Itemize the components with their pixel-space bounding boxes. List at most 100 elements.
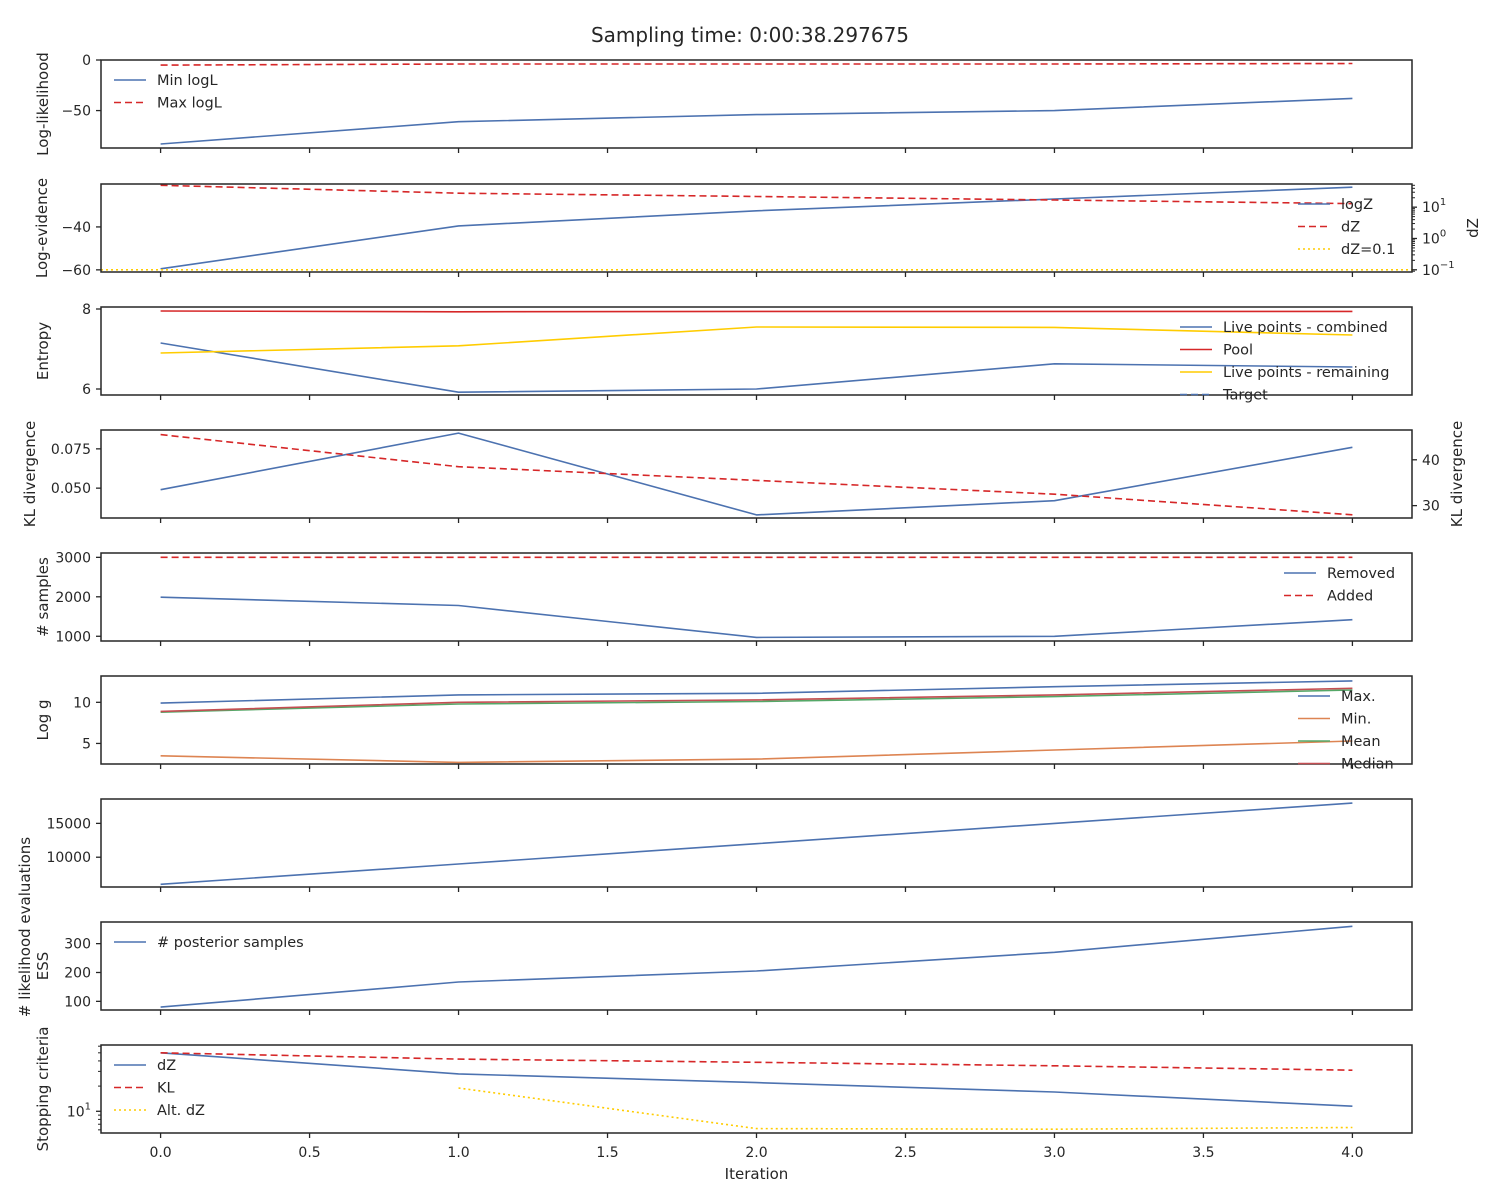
- y-tick-label: −50: [61, 104, 91, 120]
- panel-1: 0 −50 Log-likelihood Min logL Max logL: [34, 52, 1413, 156]
- series-group: [101, 184, 1412, 271]
- legend-label: Live points - remaining: [1223, 365, 1389, 381]
- y-axis-label: ESS: [34, 952, 52, 981]
- series-line-dz: [160, 184, 1353, 205]
- panel-8: 300 200 100 ESS # posterior samples: [34, 921, 1413, 1015]
- y-axis-label: Log-evidence: [33, 178, 51, 278]
- panel-frame: [100, 798, 1413, 888]
- legend: Min logL Max logL: [114, 73, 222, 112]
- series-group: [160, 925, 1353, 1008]
- x-tick-label: 1.0: [447, 1145, 469, 1161]
- series-line-dz: [160, 1052, 1353, 1107]
- legend-label: Min logL: [157, 73, 218, 89]
- series-line-mean: [160, 689, 1353, 713]
- y2-tick-label: 40: [1422, 453, 1440, 469]
- series-line-live-points-combined: [160, 342, 1353, 394]
- series-group: [160, 62, 1353, 145]
- y-tick-label: 6: [82, 382, 91, 398]
- panel-frame: [100, 1044, 1413, 1134]
- y-tick-label: 200: [64, 965, 91, 981]
- y-tick-label: −60: [61, 263, 91, 279]
- y-tick-label: 15000: [46, 816, 91, 832]
- y-axis-label: # samples: [34, 557, 52, 637]
- y-axis-label: KL divergence: [21, 421, 39, 527]
- series-line-line-0: [160, 432, 1353, 516]
- y-tick-label: 3000: [55, 550, 91, 566]
- series-group: [160, 680, 1353, 764]
- y-tick-label: 0: [82, 53, 91, 69]
- panel-4: 0.075 0.050 40 30 KL divergence KL divergence: [21, 421, 1466, 527]
- series-line--posterior-samples: [160, 925, 1353, 1008]
- y2-axis-label: KL divergence: [1448, 421, 1466, 527]
- legend: # posterior samples: [114, 935, 304, 951]
- panel-9: 0.0 0.5 1.0 1.5 2.0 2.5 3.0 3.5 4.0 Iteration 101 S…: [34, 1027, 1413, 1183]
- y-tick-label: 0.075: [51, 442, 91, 458]
- y-tick-label: 100: [64, 994, 91, 1010]
- y-axis-label: Log g: [34, 699, 52, 740]
- x-tick-label: 3.0: [1043, 1145, 1065, 1161]
- series-line-min-: [160, 740, 1353, 764]
- series-group: [160, 310, 1353, 394]
- series-group: [160, 432, 1353, 516]
- x-tick-label: 0.0: [149, 1145, 171, 1161]
- legend-label: Added: [1327, 589, 1373, 605]
- y-tick-label: 1000: [55, 629, 91, 645]
- legend: Live points - combined Pool Live points - …: [1180, 320, 1389, 404]
- panel-frame: [100, 429, 1413, 519]
- x-tick-label: 3.5: [1192, 1145, 1214, 1161]
- series-line-live-points-remaining: [160, 326, 1353, 354]
- panel-frame: [100, 59, 1413, 149]
- y-tick-label: 300: [64, 937, 91, 953]
- series-line-line-1: [160, 433, 1353, 516]
- y-tick-label: 10000: [46, 850, 91, 866]
- series-line-kl: [160, 1052, 1353, 1071]
- y-tick-label: 8: [82, 302, 91, 318]
- legend-label: Max logL: [157, 96, 222, 112]
- y-tick-label: 5: [82, 736, 91, 752]
- series-line-logz: [160, 186, 1353, 270]
- legend-label: Mean: [1341, 734, 1381, 750]
- y2-tick-label: 101: [1422, 197, 1446, 216]
- panel-5: 3000 2000 1000# samples Removed Added: [34, 550, 1413, 646]
- series-group: [160, 802, 1353, 886]
- legend-label: KL: [157, 1081, 175, 1097]
- y-axis-label: # likelihood evaluations: [16, 837, 34, 1017]
- legend: Removed Added: [1284, 566, 1395, 605]
- series-line-min-logl: [160, 97, 1353, 145]
- legend-label: dZ: [157, 1058, 176, 1074]
- series-line-max-: [160, 680, 1353, 704]
- x-axis-label: Iteration: [725, 1165, 789, 1183]
- legend: Max. Min. Mean Median: [1298, 689, 1394, 773]
- y-tick-label: 101: [67, 1101, 91, 1120]
- x-tick-label: 2.0: [745, 1145, 767, 1161]
- legend-label: dZ: [1341, 220, 1360, 236]
- series-line-max-logl: [160, 62, 1353, 66]
- y-tick-label: 0.050: [51, 481, 91, 497]
- panel-frame: [100, 306, 1413, 396]
- legend-label: Target: [1222, 388, 1268, 404]
- legend: dZ KL Alt. dZ: [114, 1058, 205, 1119]
- legend-label: Pool: [1223, 343, 1253, 359]
- panel-7: 15000 10000 # likelihood evaluations: [16, 798, 1413, 1017]
- y-axis-label: Log-likelihood: [34, 52, 52, 156]
- y2-tick-label: 100: [1422, 228, 1446, 247]
- legend-label: Alt. dZ: [157, 1103, 205, 1119]
- panel-frame: [100, 675, 1413, 765]
- legend-label: Live points - combined: [1223, 320, 1388, 336]
- legend-label: Removed: [1327, 566, 1395, 582]
- legend: logZ dZ dZ=0.1: [1298, 197, 1395, 258]
- panel-2: −40 −60 101 100 10−1 Log-evidence dZ logZ dZ dZ=0…: [33, 178, 1482, 279]
- legend-label: logZ: [1341, 197, 1373, 213]
- x-tick-label: 0.5: [298, 1145, 320, 1161]
- y2-axis-label: dZ: [1464, 218, 1482, 238]
- y-tick-label: 2000: [55, 590, 91, 606]
- x-tick-label: 1.5: [596, 1145, 618, 1161]
- series-line-alt-dz: [458, 1087, 1353, 1130]
- series-line-median: [160, 687, 1353, 713]
- y-tick-label: 10: [73, 695, 91, 711]
- series-line-removed: [160, 596, 1353, 639]
- figure-title: Sampling time: 0:00:38.297675: [591, 23, 909, 47]
- x-tick-label: 4.0: [1341, 1145, 1363, 1161]
